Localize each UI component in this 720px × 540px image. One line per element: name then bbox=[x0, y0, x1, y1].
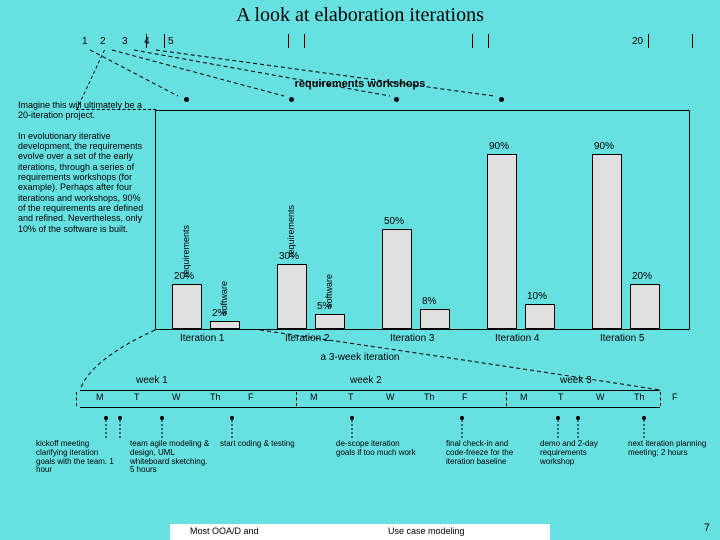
day-cell: F bbox=[248, 392, 254, 402]
activity-note: start coding & testing bbox=[220, 440, 300, 449]
bar-pair: 50% 8% bbox=[376, 111, 464, 329]
workshop-dot-icon bbox=[289, 97, 294, 102]
week-label: week 3 bbox=[560, 375, 592, 386]
sw-pct: 2% bbox=[212, 308, 226, 319]
ruler-tick: 4 bbox=[144, 36, 150, 47]
req-pct: 20% bbox=[174, 271, 194, 282]
day-cell: M bbox=[310, 392, 318, 402]
day-cell: Th bbox=[634, 392, 645, 402]
iteration-label: Iteration 4 bbox=[495, 333, 539, 344]
activity-note: final check-in and code-freeze for the i… bbox=[446, 440, 526, 466]
day-cell: T bbox=[348, 392, 354, 402]
ruler-tick: 3 bbox=[122, 36, 128, 47]
bottom-t2: Use case modeling bbox=[388, 526, 465, 536]
timeline-dot-icon bbox=[460, 416, 464, 420]
day-cell: W bbox=[596, 392, 605, 402]
software-bar bbox=[420, 309, 450, 329]
day-cell: T bbox=[558, 392, 564, 402]
iteration-ruler: 1 2 3 4 5 20 bbox=[72, 36, 652, 50]
day-cell: Th bbox=[424, 392, 435, 402]
iteration-label: Iteration 5 bbox=[600, 333, 644, 344]
day-cell: W bbox=[172, 392, 181, 402]
sw-pct: 10% bbox=[527, 291, 547, 302]
software-bar bbox=[525, 304, 555, 329]
activity-note: de-scope iteration goals if too much wor… bbox=[336, 440, 416, 458]
req-pct: 90% bbox=[594, 141, 614, 152]
activity-note: next iteration planning meeting; 2 hours bbox=[628, 440, 708, 458]
software-bar bbox=[630, 284, 660, 329]
page-title: A look at elaboration iterations bbox=[0, 4, 720, 27]
timeline-dot-icon bbox=[576, 416, 580, 420]
ruler-tick: 1 bbox=[82, 36, 88, 47]
requirements-bar bbox=[592, 154, 622, 329]
page-number: 7 bbox=[704, 522, 710, 534]
day-cell: Th bbox=[210, 392, 221, 402]
requirements-bar bbox=[172, 284, 202, 329]
iteration-label: Iteration 2 bbox=[285, 333, 329, 344]
sw-pct: 8% bbox=[422, 296, 436, 307]
activity-note: team agile modeling & design, UML whiteb… bbox=[130, 440, 210, 475]
requirements-bar bbox=[382, 229, 412, 329]
timeline-dot-icon bbox=[230, 416, 234, 420]
workshop-dot-icon bbox=[499, 97, 504, 102]
workshop-dot-icon bbox=[184, 97, 189, 102]
req-pct: 50% bbox=[384, 216, 404, 227]
bar-chart-frame: requirementssoftware20%2%requirementssof… bbox=[155, 110, 690, 330]
requirements-bar bbox=[277, 264, 307, 329]
requirements-bar bbox=[487, 154, 517, 329]
req-pct: 90% bbox=[489, 141, 509, 152]
timeline-dot-icon bbox=[160, 416, 164, 420]
day-cell: F bbox=[462, 392, 468, 402]
day-cell: W bbox=[386, 392, 395, 402]
timeline-dot-icon bbox=[104, 416, 108, 420]
bar-pair: requirementssoftware20%2% bbox=[166, 111, 254, 329]
week-timeline: week 1MTWThFweek 2MTWThFweek 3MTWThF bbox=[80, 390, 660, 408]
software-bar bbox=[210, 321, 240, 329]
activity-note: demo and 2-day requirements workshop bbox=[540, 440, 620, 466]
bar-pair: 90% 10% bbox=[481, 111, 569, 329]
sw-pct: 5% bbox=[317, 301, 331, 312]
day-cell: F bbox=[672, 392, 678, 402]
three-week-label: a 3-week iteration bbox=[0, 352, 720, 363]
ruler-tick: 5 bbox=[168, 36, 174, 47]
iteration-label: Iteration 3 bbox=[390, 333, 434, 344]
iteration-label: Iteration 1 bbox=[180, 333, 224, 344]
ruler-tick: 2 bbox=[100, 36, 106, 47]
bottom-strip: Most OOA/D and Use case modeling bbox=[170, 524, 550, 540]
day-cell: M bbox=[520, 392, 528, 402]
sw-pct: 20% bbox=[632, 271, 652, 282]
side-explanation: Imagine this will ultimately be a 20-ite… bbox=[18, 100, 148, 244]
day-cell: T bbox=[134, 392, 140, 402]
side-p2: In evolutionary iterative development, t… bbox=[18, 131, 148, 234]
workshop-dot-icon bbox=[394, 97, 399, 102]
day-cell: M bbox=[96, 392, 104, 402]
req-pct: 30% bbox=[279, 251, 299, 262]
week-label: week 2 bbox=[350, 375, 382, 386]
week-label: week 1 bbox=[136, 375, 168, 386]
timeline-dot-icon bbox=[350, 416, 354, 420]
software-bar bbox=[315, 314, 345, 329]
activity-note: kickoff meeting clarifying iteration goa… bbox=[36, 440, 116, 475]
bottom-t1: Most OOA/D and bbox=[190, 526, 259, 536]
ruler-tick: 20 bbox=[632, 36, 643, 47]
bar-pair: requirementssoftware30%5% bbox=[271, 111, 359, 329]
bar-pair: 90% 20% bbox=[586, 111, 674, 329]
timeline-dot-icon bbox=[118, 416, 122, 420]
timeline-dot-icon bbox=[556, 416, 560, 420]
timeline-dot-icon bbox=[642, 416, 646, 420]
